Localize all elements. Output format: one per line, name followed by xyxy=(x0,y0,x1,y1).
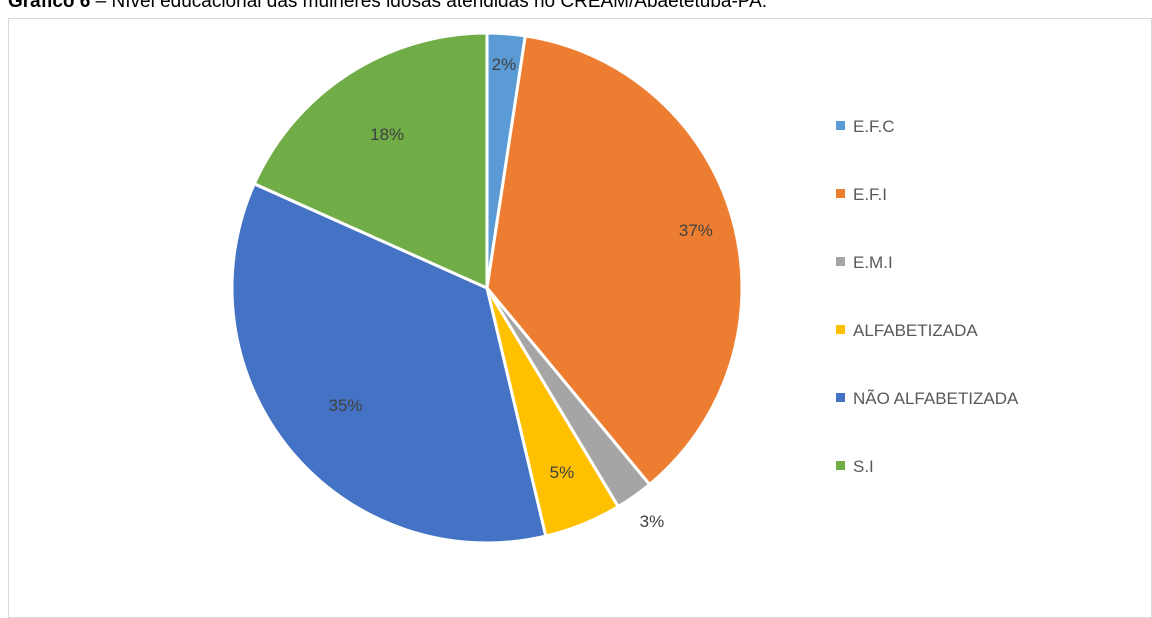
legend: E.F.C E.F.I E.M.I ALFABETIZADA NÃO ALFABETIZ… xyxy=(836,117,1019,476)
legend-label: NÃO ALFABETIZADA xyxy=(853,389,1019,408)
legend-swatch xyxy=(836,189,845,198)
pie-labels: 2% 37% 3% 5% 35% 18% xyxy=(329,55,713,531)
legend-label: S.I xyxy=(853,457,874,476)
legend-label: E.F.I xyxy=(853,185,887,204)
slice-label: 2% xyxy=(492,55,517,74)
slice-label: 18% xyxy=(370,125,404,144)
pie-slices xyxy=(230,31,744,545)
caption-text: – Nível educacional das mulheres idosas … xyxy=(90,0,768,12)
chart-caption: Gráfico 6 – Nível educacional das mulher… xyxy=(8,0,767,13)
legend-label: E.M.I xyxy=(853,253,893,272)
legend-swatch xyxy=(836,393,845,402)
slice-label: 37% xyxy=(679,221,713,240)
legend-swatch xyxy=(836,325,845,334)
pie-slice-n-o-alfabetizada xyxy=(230,181,548,545)
pie-slice-e-f-i xyxy=(485,34,744,487)
pie-slice-s-i xyxy=(252,31,489,291)
slice-label: 5% xyxy=(550,463,575,482)
slice-label: 35% xyxy=(329,396,363,415)
legend-label: ALFABETIZADA xyxy=(853,321,978,340)
legend-swatch xyxy=(836,121,845,130)
caption-prefix: Gráfico 6 xyxy=(8,0,91,12)
slice-label: 3% xyxy=(640,512,665,531)
legend-swatch xyxy=(836,257,845,266)
legend-label: E.F.C xyxy=(853,117,895,136)
legend-swatch xyxy=(836,461,845,470)
